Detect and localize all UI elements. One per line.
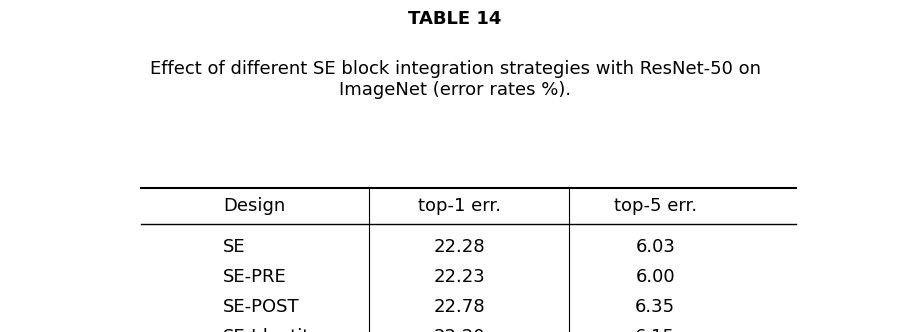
Text: SE-PRE: SE-PRE [223, 268, 287, 286]
Text: 22.28: 22.28 [434, 238, 485, 256]
Text: Effect of different SE block integration strategies with ResNet-50 on
ImageNet (: Effect of different SE block integration… [149, 60, 761, 99]
Text: TABLE 14: TABLE 14 [409, 10, 501, 28]
Text: SE-Identity: SE-Identity [223, 328, 321, 332]
Text: top-1 err.: top-1 err. [418, 197, 501, 215]
Text: SE: SE [223, 238, 246, 256]
Text: 22.78: 22.78 [434, 298, 485, 316]
Text: 6.00: 6.00 [635, 268, 675, 286]
Text: 22.23: 22.23 [434, 268, 485, 286]
Text: top-5 err.: top-5 err. [613, 197, 697, 215]
Text: 6.15: 6.15 [635, 328, 675, 332]
Text: 22.20: 22.20 [434, 328, 485, 332]
Text: 6.03: 6.03 [635, 238, 675, 256]
Text: SE-POST: SE-POST [223, 298, 299, 316]
Text: 6.35: 6.35 [635, 298, 675, 316]
Text: Design: Design [223, 197, 285, 215]
